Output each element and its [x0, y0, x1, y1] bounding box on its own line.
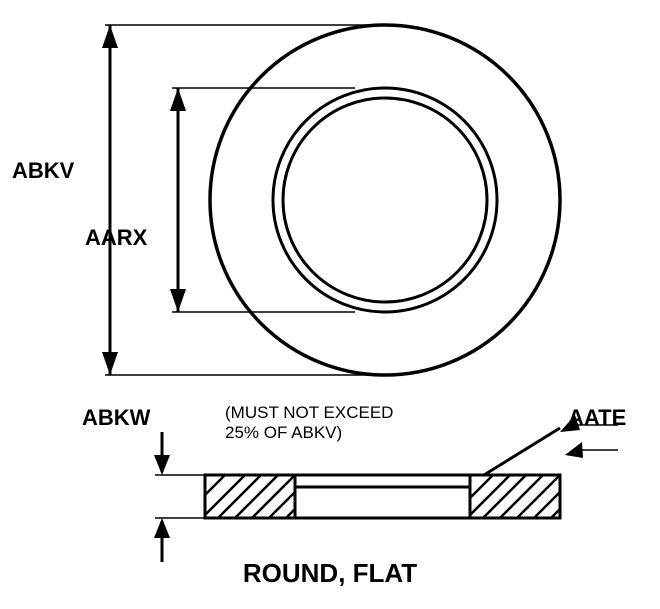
hatch-right — [470, 475, 560, 518]
abkv-arrow-bot — [102, 352, 118, 375]
diagram-title: ROUND, FLAT — [0, 558, 660, 589]
inner-circle-outer — [273, 88, 497, 312]
aate-leader — [484, 428, 560, 475]
abkv-label: ABKV — [12, 158, 74, 184]
abkv-arrow-top — [102, 25, 118, 48]
diagram-root: ABKV AARX ABKW (MUST NOT EXCEED 25% OF A… — [0, 0, 660, 609]
aarx-label: AARX — [85, 225, 147, 251]
section-right-block — [470, 475, 560, 518]
abkw-note: (MUST NOT EXCEED 25% OF ABKV) — [225, 403, 393, 442]
outer-circle — [210, 25, 560, 375]
abkw-arrow-up — [154, 518, 170, 538]
hatch-left — [205, 475, 295, 518]
abkw-arrow-down — [154, 455, 170, 475]
inner-circle-inner — [283, 98, 487, 302]
aarx-arrow-top — [170, 88, 186, 111]
abkw-label: ABKW — [82, 405, 150, 431]
aate-label: AATE — [568, 405, 626, 431]
drawing-canvas — [0, 0, 660, 609]
aarx-arrow-bot — [170, 289, 186, 312]
